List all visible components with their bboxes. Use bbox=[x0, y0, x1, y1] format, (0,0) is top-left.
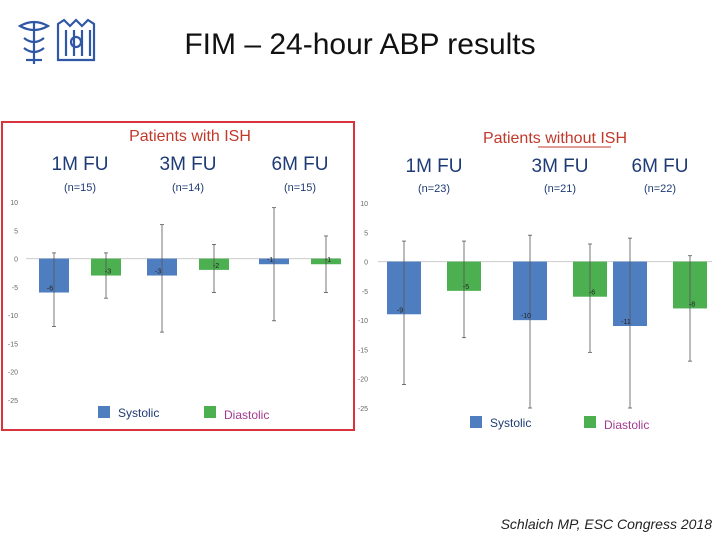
group-label: 3M FU bbox=[532, 156, 589, 177]
group-n-label: (n=14) bbox=[172, 182, 204, 194]
y-tick-label: -15 bbox=[8, 341, 18, 348]
highlight-box bbox=[1, 121, 355, 431]
university-logo bbox=[17, 18, 96, 64]
y-tick-label: -5 bbox=[12, 285, 18, 292]
y-tick-label: 10 bbox=[10, 200, 18, 207]
y-tick-label: 0 bbox=[364, 260, 368, 267]
data-label: -2 bbox=[213, 263, 219, 270]
group-n-label: (n=22) bbox=[644, 183, 676, 195]
group-n-label: (n=15) bbox=[284, 182, 316, 194]
group-n-label: (n=15) bbox=[64, 182, 96, 194]
legend-swatch bbox=[204, 406, 216, 418]
data-label: -1 bbox=[267, 257, 273, 264]
data-label: -10 bbox=[521, 313, 531, 320]
y-tick-label: 5 bbox=[364, 230, 368, 237]
data-label: -6 bbox=[47, 286, 53, 293]
y-tick-label: -15 bbox=[358, 347, 368, 354]
legend-swatch bbox=[470, 416, 482, 428]
group-label: 1M FU bbox=[406, 156, 463, 177]
group-n-label: (n=21) bbox=[544, 183, 576, 195]
data-label: -11 bbox=[621, 319, 631, 326]
chart-title: Patients without ISH bbox=[483, 130, 627, 147]
legend-swatch bbox=[584, 416, 596, 428]
group-n-label: (n=23) bbox=[418, 183, 450, 195]
group-label: 6M FU bbox=[632, 156, 689, 177]
data-label: -1 bbox=[325, 257, 331, 264]
y-tick-label: -10 bbox=[358, 318, 368, 325]
y-tick-label: -25 bbox=[8, 398, 18, 405]
legend-label: Diastolic bbox=[224, 408, 269, 422]
y-tick-label: 0 bbox=[14, 257, 18, 264]
data-label: -3 bbox=[105, 269, 111, 276]
data-label: -8 bbox=[689, 301, 695, 308]
data-label: -6 bbox=[589, 290, 595, 297]
chart-title: Patients with ISH bbox=[129, 128, 251, 145]
y-tick-label: 5 bbox=[14, 228, 18, 235]
y-tick-label: -20 bbox=[8, 370, 18, 377]
legend-label: Systolic bbox=[118, 406, 159, 420]
data-label: -3 bbox=[155, 269, 161, 276]
data-label: -9 bbox=[397, 307, 403, 314]
group-label: 6M FU bbox=[272, 154, 329, 175]
group-label: 1M FU bbox=[52, 154, 109, 175]
legend-label: Systolic bbox=[490, 416, 531, 430]
source-credit: Schlaich MP, ESC Congress 2018 bbox=[500, 516, 712, 532]
y-tick-label: -25 bbox=[358, 406, 368, 413]
group-label: 3M FU bbox=[160, 154, 217, 175]
y-tick-label: -10 bbox=[8, 313, 18, 320]
legend-swatch bbox=[98, 406, 110, 418]
y-tick-label: 10 bbox=[360, 201, 368, 208]
slide-title: FIM – 24-hour ABP results bbox=[184, 28, 536, 61]
y-tick-label: -5 bbox=[362, 289, 368, 296]
data-label: -5 bbox=[463, 284, 469, 291]
y-tick-label: -20 bbox=[358, 377, 368, 384]
legend-label: Diastolic bbox=[604, 418, 649, 432]
